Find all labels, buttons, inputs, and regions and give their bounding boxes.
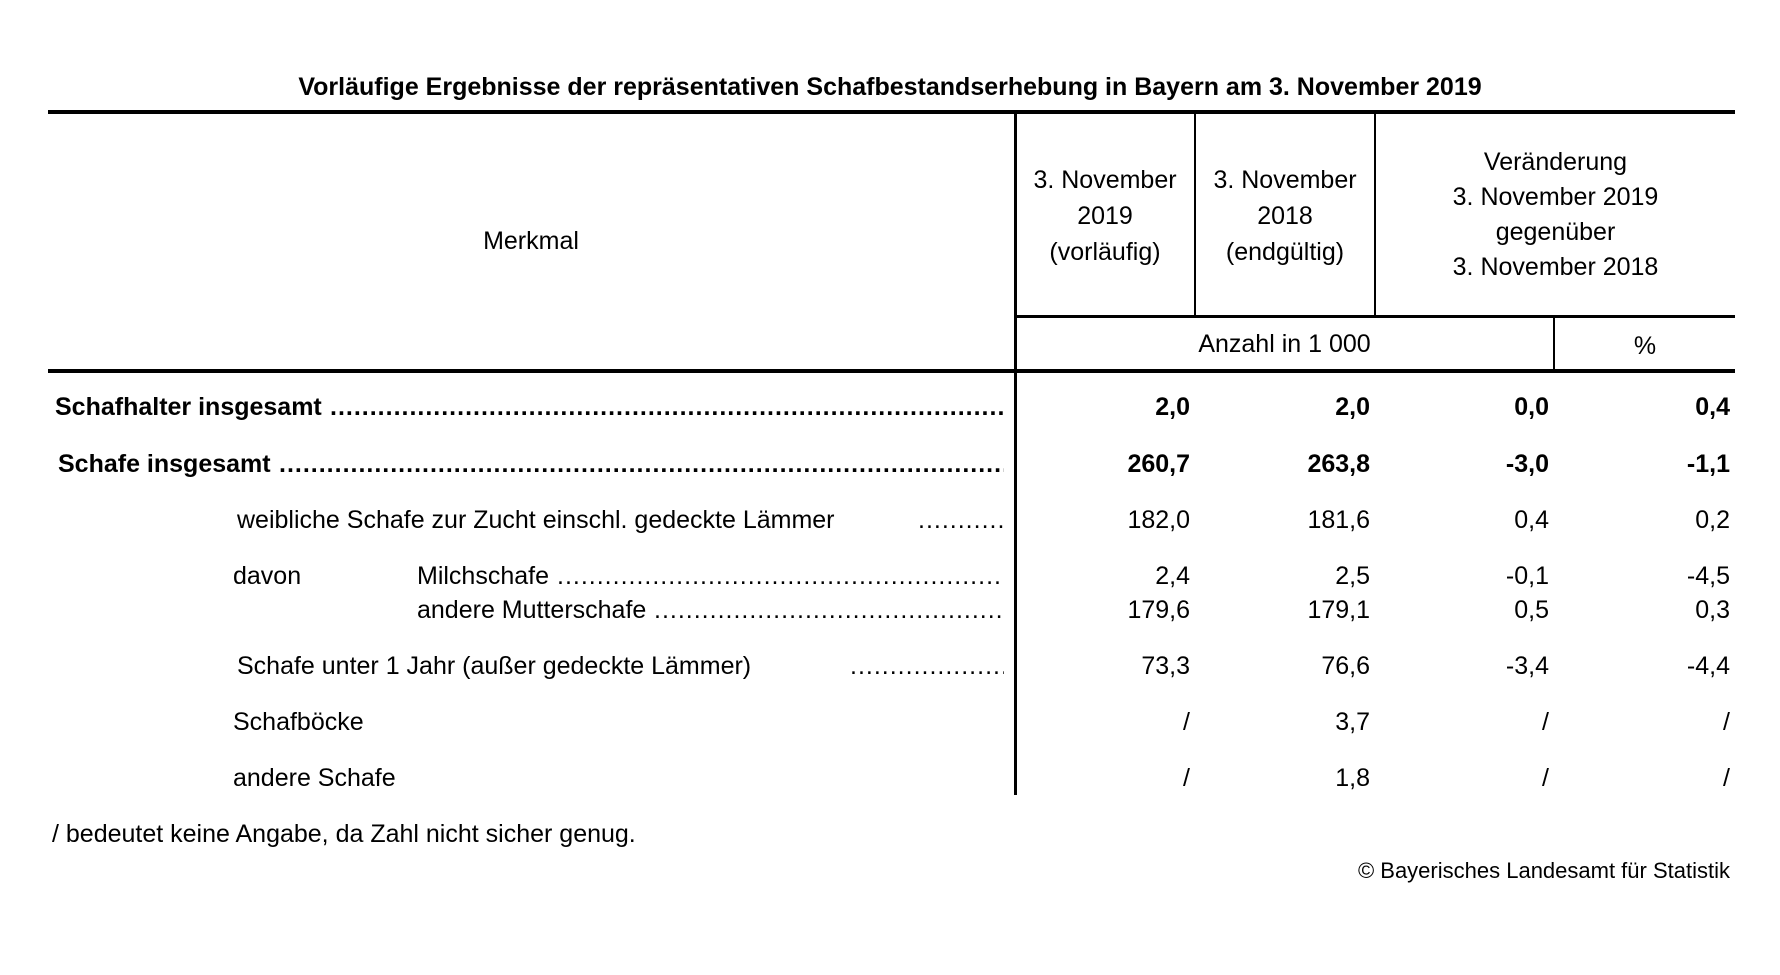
row-value: 0,0	[1514, 393, 1549, 421]
row-value: 2,4	[1155, 562, 1190, 590]
header-line: gegenüber	[1495, 218, 1616, 246]
row-value: /	[1723, 708, 1730, 736]
dot-leader	[918, 505, 1004, 535]
row-value: 181,6	[1307, 506, 1370, 534]
row-value: 0,4	[1514, 506, 1549, 534]
row-value: 0,5	[1514, 596, 1549, 624]
row-value: /	[1183, 764, 1190, 792]
row-label: Schafhalter insgesamt	[55, 393, 322, 421]
header-rule	[48, 369, 1735, 373]
header-col-change: Veränderung 3. November 2019 gegenüber 3…	[1376, 147, 1735, 282]
row-label: Schafe unter 1 Jahr (außer gedeckte Lämm…	[237, 652, 752, 680]
header-line: 3. November	[1033, 166, 1177, 194]
row-value: -0,1	[1505, 562, 1549, 590]
unit-rule	[1016, 315, 1735, 318]
row-value: 260,7	[1127, 450, 1190, 478]
top-rule	[48, 110, 1735, 114]
header-line: Veränderung	[1483, 148, 1628, 176]
header-line: 2018	[1257, 202, 1313, 230]
row-value: /	[1723, 764, 1730, 792]
row-label: andere Schafe	[233, 764, 396, 792]
row-prefix: davon	[233, 562, 302, 590]
header-merkmal: Merkmal	[483, 227, 579, 255]
row-value: 182,0	[1127, 506, 1190, 534]
unit-percent: %	[1633, 332, 1657, 360]
copyright: © Bayerisches Landesamt für Statistik	[1357, 858, 1730, 883]
unit-divider	[1553, 317, 1555, 370]
row-value: 2,0	[1155, 393, 1190, 421]
dot-leader	[279, 449, 1004, 479]
header-line: 2019	[1077, 202, 1133, 230]
row-value: 3,7	[1335, 708, 1370, 736]
row-value: 0,3	[1695, 596, 1730, 624]
row-value: -3,0	[1505, 450, 1549, 478]
dot-leader	[557, 561, 1004, 591]
header-col-2018: 3. November 2018 (endgültig)	[1196, 165, 1374, 267]
row-value: -1,1	[1686, 450, 1730, 478]
row-value: 179,1	[1307, 596, 1370, 624]
header-line: (vorläufig)	[1049, 238, 1161, 266]
row-value: /	[1542, 764, 1549, 792]
header-col-2019: 3. November 2019 (vorläufig)	[1016, 165, 1194, 267]
row-value: 263,8	[1307, 450, 1370, 478]
row-value: 2,5	[1335, 562, 1370, 590]
header-line: 3. November 2019	[1452, 183, 1659, 211]
row-value: -3,4	[1505, 652, 1549, 680]
row-value: /	[1542, 708, 1549, 736]
row-label: weibliche Schafe zur Zucht einschl. gede…	[237, 506, 835, 534]
footnote: / bedeutet keine Angabe, da Zahl nicht s…	[52, 820, 636, 848]
row-label: Milchschafe	[417, 562, 549, 590]
main-column-divider	[1014, 112, 1017, 795]
header-line: (endgültig)	[1225, 238, 1345, 266]
dot-leader	[330, 392, 1004, 422]
row-value: 1,8	[1335, 764, 1370, 792]
column-divider	[1374, 112, 1376, 317]
row-value: 179,6	[1127, 596, 1190, 624]
row-label: Schafe insgesamt	[58, 450, 271, 478]
row-value: /	[1183, 708, 1190, 736]
row-value: 0,4	[1695, 393, 1730, 421]
row-label: Schafböcke	[233, 708, 364, 736]
row-value: 76,6	[1321, 652, 1370, 680]
dot-leader	[654, 595, 1004, 625]
row-value: -4,5	[1686, 562, 1730, 590]
dot-leader	[850, 651, 1004, 681]
row-label: andere Mutterschafe	[417, 596, 647, 624]
row-value: 0,2	[1695, 506, 1730, 534]
unit-count: Anzahl in 1 000	[1198, 330, 1371, 358]
row-value: -4,4	[1686, 652, 1730, 680]
header-line: 3. November	[1213, 166, 1357, 194]
row-value: 2,0	[1335, 393, 1370, 421]
column-divider	[1194, 112, 1196, 317]
header-line: 3. November 2018	[1452, 253, 1659, 281]
row-value: 73,3	[1141, 652, 1190, 680]
table-title: Vorläufige Ergebnisse der repräsentative…	[298, 73, 1482, 101]
